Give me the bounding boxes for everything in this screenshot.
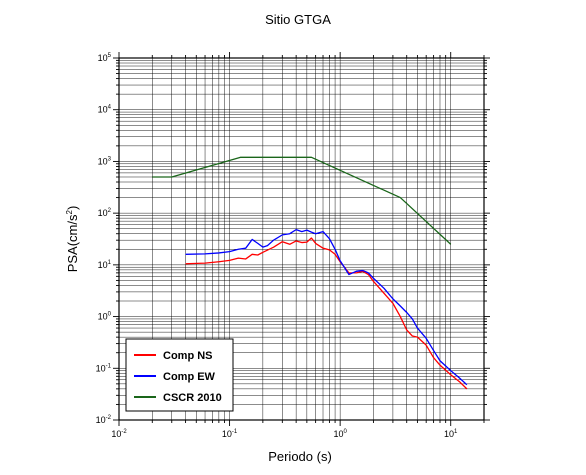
y-tick-label: 105	[98, 53, 112, 63]
chart-title: Sitio GTGA	[265, 12, 331, 27]
x-tick-label: 10-2	[111, 429, 127, 439]
series-layer	[152, 156, 468, 390]
y-tick-label: 10-2	[96, 415, 112, 425]
x-tick-label: 101	[444, 429, 458, 439]
y-tick-label: 104	[98, 105, 112, 115]
y-tick-label: 10-1	[96, 363, 112, 373]
grid-lines	[118, 57, 485, 421]
y-tick-label: 102	[98, 208, 112, 218]
x-tick-label: 10-1	[222, 429, 238, 439]
y-tick-label: 101	[98, 260, 112, 270]
y-axis-label: PSA(cm/s2)	[65, 206, 80, 273]
y-tick-label: 103	[98, 156, 112, 166]
series-line-3	[152, 156, 452, 245]
legend: Comp NS Comp EW CSCR 2010	[125, 338, 234, 412]
plot-frame	[118, 57, 485, 421]
series-line-2	[185, 228, 468, 386]
tick-layer: 10-2 10-1 100 101 10-2 10-1 100 101 102 103 104 105	[96, 52, 490, 439]
y-axis-label-close: )	[65, 206, 80, 210]
y-axis-label-sup: 2	[65, 210, 74, 215]
series-line-1	[185, 237, 468, 390]
x-axis-label: Periodo (s)	[268, 449, 332, 464]
legend-label: Comp EW	[163, 371, 216, 383]
x-tick-label: 100	[333, 429, 347, 439]
legend-label: Comp NS	[163, 350, 213, 362]
legend-label: CSCR 2010	[163, 392, 222, 404]
y-tick-label: 100	[98, 312, 112, 322]
y-axis-label-base: PSA(cm/s	[65, 214, 80, 272]
